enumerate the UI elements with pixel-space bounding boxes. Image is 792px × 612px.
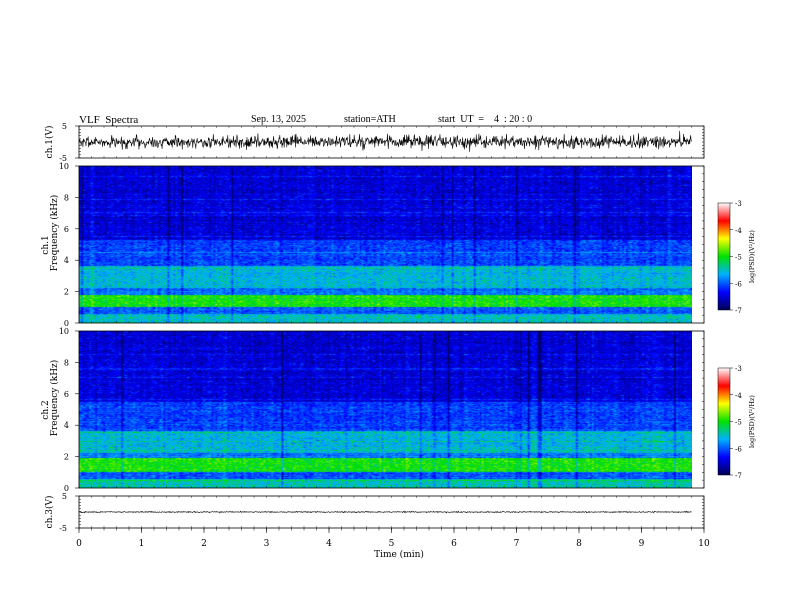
colorbar-rect: [717, 367, 731, 476]
ytick-label: 0: [64, 484, 69, 493]
xtick-label: 8: [576, 539, 582, 549]
ch2-spectrogram-ylabel-frequency: Frequency (kHz): [49, 360, 60, 437]
colorbar-tick-label: -7: [735, 472, 742, 480]
colorbar-tick-label: -4: [735, 227, 742, 235]
ytick-label: 6: [64, 390, 69, 399]
colorbar-tick-label: -3: [735, 365, 742, 373]
chart-title: VLF Spectra: [79, 114, 139, 126]
xtick-label: 0: [76, 539, 82, 549]
date-label: Sep. 13, 2025: [251, 114, 306, 125]
colorbar-tick-label: -7: [735, 307, 742, 315]
ch1-spectrogram-ylabel-channel: ch.1: [41, 235, 51, 254]
xtick-label: 9: [639, 539, 645, 549]
ch2-colorbar: -3 -4 -5 -6 -7 log(PSD)(V²/Hz): [717, 365, 756, 480]
ch1-spectrogram-panel: 0 2 4 6 8 10 ch.1 Frequency (kHz) -3 -4 -5 -6 -7 l…: [41, 162, 756, 328]
ch1-waveform-ylabel: ch.1(V): [44, 126, 55, 159]
ch1-spectrogram-image: [79, 166, 692, 323]
ch3-waveform-panel: 5 -5 ch.3(V): [44, 492, 705, 533]
xtick-label: 7: [514, 539, 520, 549]
ytick-label: 2: [64, 288, 69, 297]
ch1-waveform-series: [78, 130, 692, 152]
waveform-line: [78, 510, 692, 514]
ch1-colorbar: -3 -4 -5 -6 -7 log(PSD)(V²/Hz): [717, 200, 756, 315]
xtick-label: 4: [326, 539, 332, 549]
ytick-label: 8: [64, 358, 69, 367]
ytick-label: -5: [59, 154, 67, 163]
ytick-label: 6: [64, 225, 69, 234]
time-axis-label: Time (min): [374, 549, 424, 560]
waveform-line: [78, 130, 692, 152]
xtick-label: 1: [139, 539, 145, 549]
ch1-waveform-yaxis: 5 -5: [59, 122, 704, 163]
ch2-spectrogram-yaxis: 0 2 4 6 8 10: [59, 327, 704, 493]
ch2-spectrogram-image: [79, 331, 692, 488]
ch2-spectrogram-ylabel-channel: ch.2: [41, 400, 51, 419]
colorbar-label: log(PSD)(V²/Hz): [748, 230, 756, 283]
ch3-waveform-series: [78, 510, 692, 514]
ytick-label: 5: [62, 492, 67, 501]
xtick-label: 10: [698, 539, 710, 549]
xtick-label: 6: [451, 539, 457, 549]
ytick-label: 5: [62, 122, 67, 131]
ytick-label: 4: [64, 256, 69, 265]
colorbar-rect: [717, 202, 731, 311]
ytick-label: 10: [59, 162, 69, 171]
colorbar-tick-label: -3: [735, 200, 742, 208]
colorbar-tick-label: -6: [735, 280, 742, 288]
ytick-label: -5: [59, 524, 67, 533]
xtick-label: 2: [201, 539, 207, 549]
colorbar-tick-label: -5: [735, 419, 742, 427]
ch1-waveform-panel: 5 -5 ch.1(V): [44, 122, 705, 163]
ch1-spectrogram-yaxis: 0 2 4 6 8 10: [59, 162, 704, 328]
colorbar-tick-label: -6: [735, 445, 742, 453]
colorbar-tick-label: -4: [735, 392, 742, 400]
ytick-label: 8: [64, 193, 69, 202]
time-axis: 0 1 2 3 4 5 6 7 8 9 10: [76, 126, 710, 549]
colorbar-tick-label: -5: [735, 254, 742, 262]
colorbar-label: log(PSD)(V²/Hz): [748, 395, 756, 448]
ytick-label: 0: [64, 319, 69, 328]
ch1-spectrogram-ylabel-frequency: Frequency (kHz): [49, 195, 60, 272]
ytick-label: 10: [59, 327, 69, 336]
xtick-label: 5: [389, 539, 395, 549]
station-label: station=ATH: [344, 114, 396, 125]
ch3-waveform-ylabel: ch.3(V): [44, 496, 55, 529]
xtick-label: 3: [264, 539, 270, 549]
ytick-label: 2: [64, 453, 69, 462]
start-ut-label: start UT = 4 : 20 : 0: [438, 114, 533, 125]
ch3-waveform-yaxis: 5 -5: [59, 492, 704, 533]
ch2-spectrogram-panel: 0 2 4 6 8 10 ch.2 Frequency (kHz) -3 -4 -5 -6 -7 l…: [41, 327, 756, 493]
ytick-label: 4: [64, 421, 69, 430]
